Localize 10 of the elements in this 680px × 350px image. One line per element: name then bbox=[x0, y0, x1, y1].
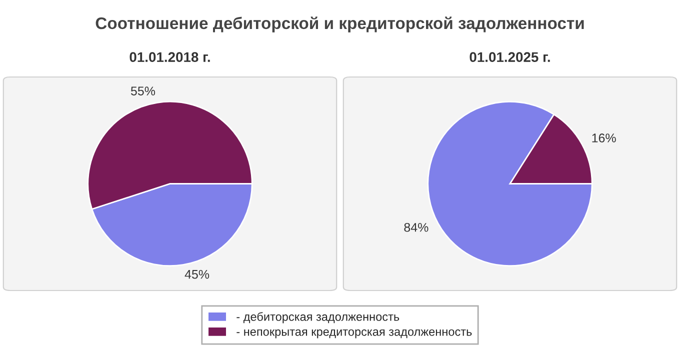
legend-label: - непокрытая кредиторская задолженность bbox=[236, 329, 472, 338]
legend-label: - дебиторская задолженность bbox=[236, 312, 400, 324]
chart-title: 01.01.2025 г. bbox=[470, 52, 550, 62]
data-label: 55% bbox=[130, 86, 156, 96]
data-label: 84% bbox=[404, 222, 428, 232]
text: Соотношение дебиторской и кредиторской задолженности bbox=[96, 16, 584, 32]
pie-slice bbox=[427, 100, 593, 267]
data-label: 16% bbox=[592, 134, 616, 142]
data-label: 45% bbox=[184, 270, 210, 279]
chart-title: 01.01.2018 г. bbox=[130, 52, 210, 62]
